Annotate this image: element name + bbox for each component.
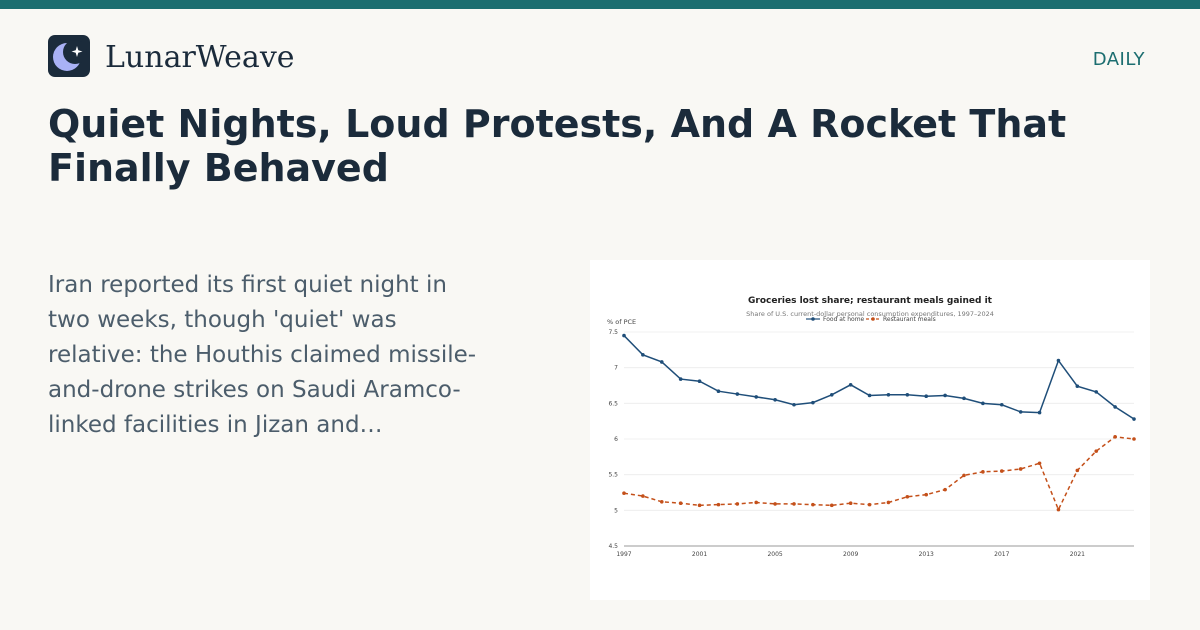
data-point	[981, 470, 985, 474]
chart-subtitle: Share of U.S. current-dollar personal co…	[746, 310, 994, 318]
data-point	[943, 393, 947, 398]
data-point	[678, 501, 683, 505]
data-point	[792, 402, 796, 407]
data-point	[1075, 384, 1080, 389]
data-point	[1018, 410, 1023, 414]
data-point	[1037, 410, 1042, 415]
data-point	[754, 395, 759, 399]
data-point	[792, 502, 796, 506]
y-tick-label: 7	[614, 365, 618, 372]
y-tick-label: 6.5	[608, 400, 618, 407]
data-point	[1094, 449, 1099, 453]
chart-card: Groceries lost share; restaurant meals g…	[590, 260, 1150, 600]
legend-restaurant-meals-marker	[871, 317, 875, 321]
data-point	[867, 393, 872, 398]
data-point	[811, 400, 815, 405]
data-point	[829, 503, 834, 508]
data-point	[622, 491, 626, 496]
data-point	[962, 473, 966, 478]
data-point	[999, 469, 1004, 473]
data-point	[1075, 468, 1080, 473]
moon-star-icon[interactable]	[48, 35, 90, 77]
x-tick-label: 2021	[1070, 551, 1085, 558]
data-point	[773, 502, 777, 506]
chart-title: Groceries lost share; restaurant meals g…	[748, 296, 993, 306]
data-point	[1056, 358, 1061, 363]
data-point	[886, 392, 891, 397]
data-point	[905, 392, 910, 397]
x-tick-label: 2013	[919, 551, 934, 558]
series-line-restaurant-meals	[623, 436, 1135, 512]
data-point	[1113, 405, 1117, 409]
accent-bar	[0, 0, 1200, 9]
x-tick-label: 2001	[692, 551, 707, 558]
data-point	[848, 382, 853, 387]
y-tick-label: 5	[614, 507, 618, 514]
data-point	[905, 494, 910, 499]
y-tick-label: 6	[614, 436, 618, 443]
data-point	[735, 392, 740, 396]
data-point	[773, 397, 777, 402]
article-excerpt: Iran reported its first quiet night in t…	[48, 272, 477, 438]
y-tick-label: 5.5	[608, 472, 618, 479]
article-headline[interactable]: Quiet Nights, Loud Protests, And A Rocke…	[48, 102, 1067, 190]
data-point	[659, 499, 664, 504]
x-tick-label: 1997	[616, 551, 631, 558]
data-point	[829, 392, 834, 397]
data-point	[848, 501, 853, 505]
data-point	[697, 379, 702, 384]
data-point	[1113, 435, 1117, 439]
legend-food-at-home[interactable]: Food at home	[823, 316, 865, 323]
x-tick-label: 2017	[994, 551, 1009, 558]
data-point	[697, 503, 702, 508]
data-point	[678, 377, 683, 381]
data-point	[886, 500, 891, 505]
data-point	[716, 502, 721, 507]
data-point	[1018, 467, 1023, 471]
data-point	[1132, 417, 1136, 421]
data-point	[641, 353, 645, 357]
line-chart: Groceries lost share; restaurant meals g…	[607, 296, 1136, 558]
data-point	[1094, 390, 1099, 394]
section-label[interactable]: DAILY	[1092, 49, 1145, 70]
data-point	[1056, 507, 1061, 512]
y-axis-label: % of PCE	[607, 318, 636, 326]
data-point	[1037, 461, 1042, 466]
data-point	[981, 401, 985, 406]
series-line-food-at-home	[623, 335, 1135, 420]
y-tick-label: 7.5	[608, 329, 618, 336]
brand-name[interactable]: LunarWeave	[105, 40, 295, 75]
data-point	[754, 500, 759, 505]
data-point	[716, 389, 721, 394]
data-point	[811, 502, 815, 507]
data-point	[943, 487, 947, 492]
legend-food-at-home-marker	[811, 317, 815, 321]
data-point	[1132, 437, 1136, 441]
data-point	[924, 394, 929, 398]
data-point	[867, 502, 872, 507]
data-point	[962, 396, 966, 401]
data-point	[924, 492, 929, 497]
data-point	[735, 502, 740, 506]
data-point	[641, 494, 645, 498]
data-point	[659, 360, 664, 364]
legend-restaurant-meals[interactable]: Restaurant meals	[883, 316, 936, 323]
y-tick-label: 4.5	[608, 543, 618, 550]
data-point	[999, 402, 1004, 407]
x-tick-label: 2009	[843, 551, 858, 558]
x-tick-label: 2005	[767, 551, 782, 558]
data-point	[622, 333, 626, 338]
